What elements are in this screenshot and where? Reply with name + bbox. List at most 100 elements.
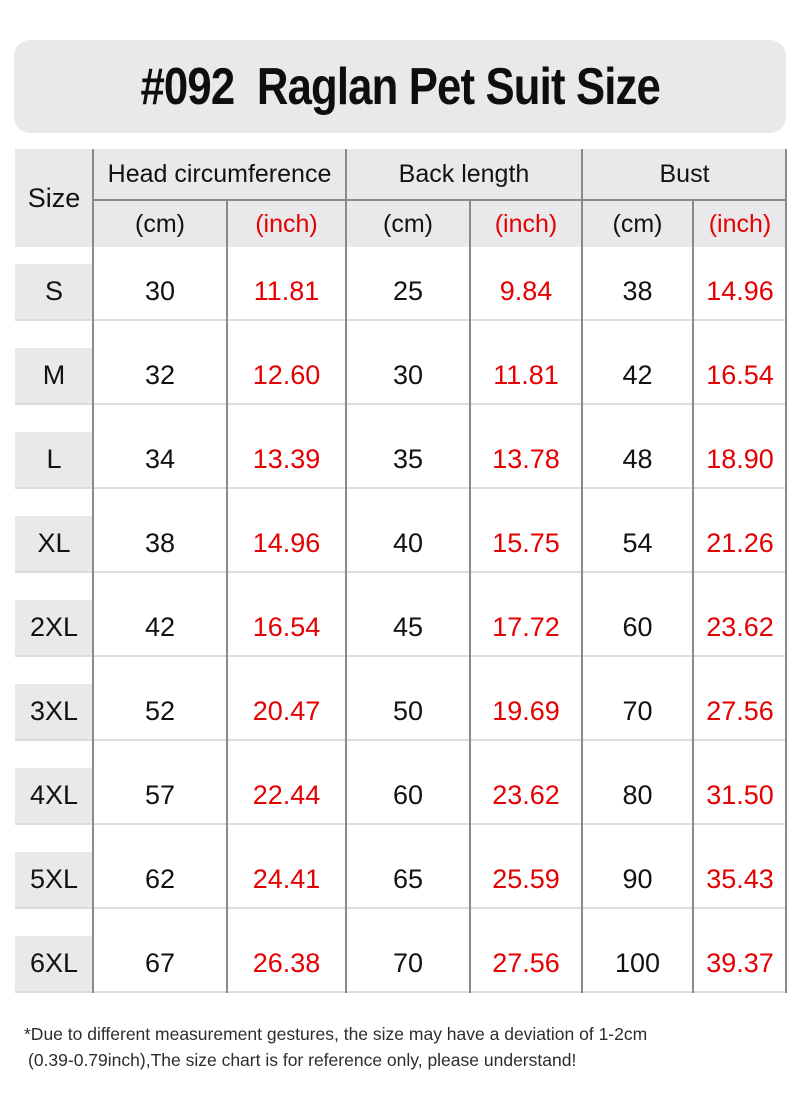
head-cm-value: 30 <box>144 276 176 306</box>
head-cm-value: 57 <box>144 780 176 810</box>
back-inch-value: 27.56 <box>492 948 560 978</box>
head-cm-value: 67 <box>144 948 176 978</box>
back-inch-value: 15.75 <box>492 528 560 558</box>
back-inch-value: 23.62 <box>492 780 560 810</box>
head-cm-value: 32 <box>144 360 176 390</box>
back-cm-value: 35 <box>392 444 424 474</box>
head-circumference-header: Head circumference <box>107 159 332 188</box>
measure-headers: Head circumference Back length Bust (cm)… <box>93 149 787 247</box>
head-inch-value: 24.41 <box>252 864 321 894</box>
back-cm-value: 70 <box>392 948 424 978</box>
back-inch-value: 19.69 <box>492 696 560 726</box>
head-cm-value: 52 <box>144 696 176 726</box>
bust-inch-unit: (inch) <box>708 209 772 238</box>
group-header-row: Head circumference Back length Bust <box>93 149 787 201</box>
table-row: L 34 13.39 35 13.78 48 18.90 <box>15 432 787 489</box>
bust-inch-value: 39.37 <box>706 948 774 978</box>
column-divider-line <box>581 149 583 993</box>
head-inch-value: 26.38 <box>252 948 321 978</box>
size-label: 4XL <box>15 768 93 823</box>
bust-header: Bust <box>659 159 710 188</box>
bust-cm-value: 42 <box>622 360 653 390</box>
bust-cm-value: 70 <box>622 696 653 726</box>
size-label: XL <box>15 516 93 571</box>
head-cm-value: 62 <box>144 864 176 894</box>
table-header: Size Head circumference Back length Bust… <box>15 149 787 247</box>
bust-cm-value: 90 <box>622 864 653 894</box>
column-divider-line <box>692 201 694 993</box>
back-inch-value: 9.84 <box>499 276 553 306</box>
bust-inch-value: 23.62 <box>706 612 774 642</box>
bust-cm-value: 60 <box>622 612 653 642</box>
head-inch-value: 13.39 <box>252 444 321 474</box>
size-label: 5XL <box>15 852 93 907</box>
back-length-header: Back length <box>398 159 530 188</box>
back-cm-unit: (cm) <box>383 209 433 238</box>
table-row: 2XL 42 16.54 45 17.72 60 23.62 <box>15 600 787 657</box>
bust-inch-value: 18.90 <box>706 444 774 474</box>
bust-inch-value: 31.50 <box>706 780 774 810</box>
column-divider-line <box>226 201 228 993</box>
head-inch-value: 20.47 <box>252 696 321 726</box>
back-cm-value: 25 <box>392 276 424 306</box>
table-row: 5XL 62 24.41 65 25.59 90 35.43 <box>15 852 787 909</box>
bust-inch-value: 27.56 <box>706 696 774 726</box>
back-inch-unit: (inch) <box>494 209 558 238</box>
table-row: 6XL 67 26.38 70 27.56 100 39.37 <box>15 936 787 993</box>
head-inch-unit: (inch) <box>255 209 318 238</box>
bust-cm-value: 54 <box>622 528 653 558</box>
size-column-header: Size <box>27 182 81 213</box>
back-inch-value: 25.59 <box>492 864 560 894</box>
page-title: #092 Raglan Pet Suit Size <box>140 57 660 116</box>
footnote: *Due to different measurement gestures, … <box>24 1021 784 1073</box>
bust-inch-value: 21.26 <box>706 528 774 558</box>
footnote-line-2: (0.39-0.79inch),The size chart is for re… <box>28 1050 577 1070</box>
bust-cm-value: 80 <box>622 780 653 810</box>
head-inch-value: 14.96 <box>252 528 321 558</box>
table-row: S 30 11.81 25 9.84 38 14.96 <box>15 264 787 321</box>
table-row: XL 38 14.96 40 15.75 54 21.26 <box>15 516 787 573</box>
bust-inch-value: 35.43 <box>706 864 774 894</box>
back-cm-value: 40 <box>392 528 424 558</box>
back-cm-value: 60 <box>392 780 424 810</box>
back-cm-value: 65 <box>392 864 424 894</box>
table-row: 3XL 52 20.47 50 19.69 70 27.56 <box>15 684 787 741</box>
size-label: M <box>15 348 93 403</box>
size-table: Size Head circumference Back length Bust… <box>15 149 787 993</box>
head-cm-value: 34 <box>144 444 176 474</box>
bust-inch-value: 14.96 <box>706 276 774 306</box>
size-label: 6XL <box>15 936 93 991</box>
table-row: M 32 12.60 30 11.81 42 16.54 <box>15 348 787 405</box>
back-inch-value: 13.78 <box>492 444 560 474</box>
unit-header-row: (cm) (inch) (cm) (inch) (cm) (inch) <box>93 201 787 247</box>
bust-cm-value: 100 <box>614 948 661 978</box>
size-label: L <box>15 432 93 487</box>
bust-cm-unit: (cm) <box>612 209 663 238</box>
bust-inch-value: 16.54 <box>706 360 774 390</box>
bust-cm-value: 48 <box>622 444 653 474</box>
head-inch-value: 22.44 <box>252 780 321 810</box>
size-label: S <box>15 264 93 319</box>
head-cm-value: 42 <box>144 612 176 642</box>
bust-cm-value: 38 <box>622 276 653 306</box>
head-inch-value: 12.60 <box>252 360 321 390</box>
column-divider-line <box>345 149 347 993</box>
size-label: 2XL <box>15 600 93 655</box>
table-right-border-line <box>785 149 787 993</box>
title-banner: #092 Raglan Pet Suit Size <box>14 40 786 133</box>
footnote-line-1: *Due to different measurement gestures, … <box>24 1024 648 1044</box>
back-cm-value: 45 <box>392 612 424 642</box>
back-cm-value: 30 <box>392 360 424 390</box>
column-divider-line <box>469 201 471 993</box>
head-cm-value: 38 <box>144 528 176 558</box>
table-row: 4XL 57 22.44 60 23.62 80 31.50 <box>15 768 787 825</box>
size-label: 3XL <box>15 684 93 739</box>
head-cm-unit: (cm) <box>135 209 185 238</box>
column-divider-line <box>92 149 94 993</box>
back-inch-value: 11.81 <box>493 360 559 390</box>
head-inch-value: 16.54 <box>252 612 321 642</box>
back-cm-value: 50 <box>392 696 424 726</box>
head-inch-value: 11.81 <box>253 276 320 306</box>
back-inch-value: 17.72 <box>492 612 560 642</box>
